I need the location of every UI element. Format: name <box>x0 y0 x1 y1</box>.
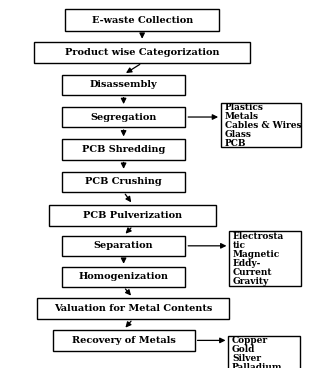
Text: Gravity: Gravity <box>233 277 269 286</box>
Text: PCB Pulverization: PCB Pulverization <box>83 211 182 220</box>
Text: Gold: Gold <box>232 346 256 354</box>
Bar <box>62 74 185 95</box>
Text: Homogenization: Homogenization <box>78 272 169 281</box>
Text: Cables & Wires: Cables & Wires <box>225 121 301 130</box>
Bar <box>221 103 301 147</box>
Text: tic: tic <box>233 241 246 250</box>
Bar <box>49 205 216 226</box>
Bar <box>62 266 185 287</box>
Bar <box>34 42 250 63</box>
Text: Eddy-: Eddy- <box>233 259 261 268</box>
Text: Electrosta: Electrosta <box>233 231 284 241</box>
Text: PCB: PCB <box>225 139 246 148</box>
Text: Product wise Categorization: Product wise Categorization <box>65 48 219 57</box>
Bar <box>62 171 185 192</box>
Text: PCB Shredding: PCB Shredding <box>82 145 165 154</box>
Bar <box>228 336 300 368</box>
Bar <box>62 139 185 160</box>
Text: Separation: Separation <box>94 241 153 250</box>
Text: Glass: Glass <box>225 130 252 139</box>
Bar <box>62 107 185 127</box>
Bar <box>37 298 229 319</box>
Bar <box>62 236 185 256</box>
Bar <box>229 231 301 286</box>
Text: Silver: Silver <box>232 354 261 364</box>
Text: Palladium: Palladium <box>232 364 282 368</box>
Text: Copper: Copper <box>232 336 268 346</box>
Bar <box>65 9 219 31</box>
Text: PCB Crushing: PCB Crushing <box>85 177 162 186</box>
Text: Disassembly: Disassembly <box>90 80 157 89</box>
Text: Metals: Metals <box>225 112 259 121</box>
Text: E-waste Collection: E-waste Collection <box>91 16 193 25</box>
Text: Valuation for Metal Contents: Valuation for Metal Contents <box>54 304 212 313</box>
Text: Current: Current <box>233 268 273 277</box>
Bar <box>53 330 195 351</box>
Text: Magnetic: Magnetic <box>233 250 280 259</box>
Text: Segregation: Segregation <box>91 113 157 121</box>
Text: Plastics: Plastics <box>225 103 264 112</box>
Text: Recovery of Metals: Recovery of Metals <box>72 336 176 345</box>
